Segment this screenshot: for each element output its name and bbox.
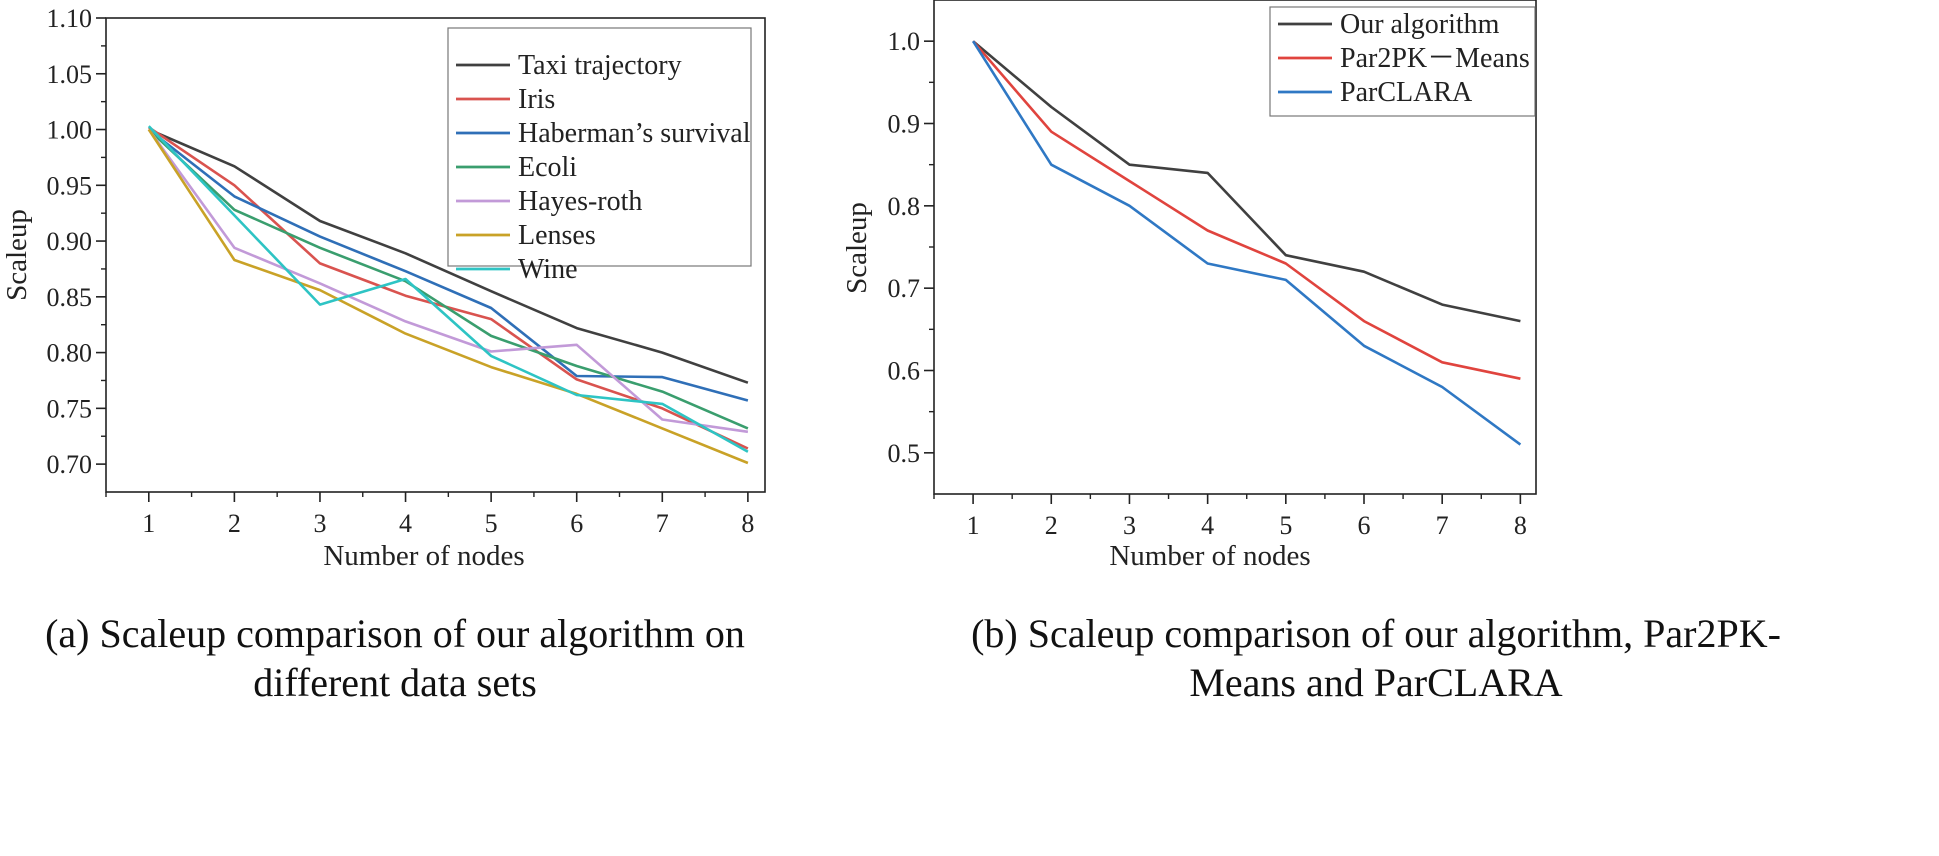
y-tick-label: 0.5 (888, 439, 921, 468)
x-tick-label: 6 (1358, 511, 1371, 540)
y-tick-label: 1.05 (47, 60, 93, 89)
x-tick-label: 6 (570, 509, 583, 538)
x-tick-label: 7 (656, 509, 669, 538)
x-tick-label: 2 (228, 509, 241, 538)
x-tick-label: 3 (1123, 511, 1136, 540)
legend-label: Wine (518, 254, 578, 285)
y-tick-label: 0.80 (47, 339, 93, 368)
y-tick-label: 0.9 (888, 110, 921, 139)
y-tick-label: 0.75 (47, 394, 93, 423)
y-tick-label: 0.8 (888, 192, 921, 221)
x-tick-label: 8 (741, 509, 754, 538)
series-line (147, 125, 749, 453)
x-tick-label: 7 (1436, 511, 1449, 540)
series-line (147, 128, 749, 465)
chart-b: 0.5 0.6 0.7 0.8 0.9 1.0 1 2 3 4 5 6 7 8 Number of node… (841, 0, 1781, 705)
chart-a: 0.70 0.75 0.80 0.85 0.90 0.95 1.00 1.05 1.10 1 2 3 4… (1, 4, 766, 705)
series-line (972, 40, 1522, 446)
x-tick-label: 8 (1514, 511, 1527, 540)
x-tick-label: 5 (485, 509, 498, 538)
legend-label: Our algorithm (1340, 9, 1500, 40)
legend-label: Lenses (518, 220, 596, 251)
x-axis-label: Number of nodes (323, 540, 524, 572)
x-tick-label: 2 (1045, 511, 1058, 540)
caption-line-1: (b) Scaleup comparison of our algorithm,… (971, 611, 1781, 656)
y-tick-label: 0.6 (888, 357, 921, 386)
y-tick-label: 1.10 (47, 4, 93, 33)
legend-label: Iris (518, 84, 555, 115)
legend-label: Par2PK－Means (1340, 43, 1530, 74)
y-axis-label: Scaleup (1, 209, 33, 301)
x-tick-label: 1 (967, 511, 980, 540)
series-line (972, 40, 1521, 323)
x-axis-label: Number of nodes (1109, 540, 1310, 572)
caption-line-2: different data sets (253, 660, 537, 705)
x-tick-label: 4 (399, 509, 412, 538)
series-line (148, 128, 749, 384)
legend-label: ParCLARA (1340, 77, 1473, 108)
legend-box (447, 27, 752, 267)
series-line (147, 128, 749, 430)
caption-line-2: Means and ParCLARA (1189, 660, 1562, 705)
x-tick-label: 1 (142, 509, 155, 538)
legend-label: Taxi trajectory (518, 50, 682, 81)
plot-frame (105, 17, 766, 493)
legend-label: Ecoli (518, 152, 577, 183)
y-tick-label: 0.90 (47, 227, 93, 256)
x-tick-label: 3 (313, 509, 326, 538)
y-tick-label: 0.95 (47, 171, 93, 200)
x-tick-label: 4 (1201, 511, 1214, 540)
legend-label: Haberman’s survival (518, 118, 751, 149)
series-line (147, 128, 749, 434)
series-line (972, 40, 1521, 380)
y-tick-label: 1.00 (47, 116, 93, 145)
caption-line-1: (a) Scaleup comparison of our algorithm … (45, 611, 745, 656)
y-tick-label: 0.85 (47, 283, 93, 312)
y-tick-label: 1.0 (888, 27, 921, 56)
legend-label: Hayes-roth (518, 186, 642, 217)
y-tick-label: 0.7 (888, 274, 921, 303)
y-tick-label: 0.70 (47, 450, 93, 479)
series-line (147, 128, 749, 402)
y-axis-label: Scaleup (841, 202, 873, 294)
x-tick-label: 5 (1279, 511, 1292, 540)
